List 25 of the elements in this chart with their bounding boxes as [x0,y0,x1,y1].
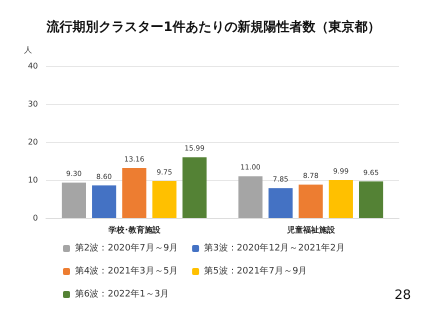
y-tick-label: 30 [28,100,38,108]
legend-label: 第5波：2021年7月～9月 [204,266,308,276]
chart-title: 流行期別クラスター1件あたりの新規陽性者数（東京都） [45,19,381,35]
bar [268,188,293,218]
legend-label: 第3波：2020年12月～2021年2月 [204,242,345,254]
y-tick-label: 0 [32,214,38,222]
legend-label: 第4波：2021年3月～5月 [75,266,178,276]
text: 28 [394,288,412,303]
bar [152,180,176,218]
y-tick-label: 40 [28,62,38,70]
bar [358,181,384,218]
bar [238,176,263,218]
legend-label: 第2波：2020年7月～9月 [75,242,178,254]
y-tick-label: 10 [28,176,38,184]
bar [182,157,207,218]
legend-label: 第6波：2022年1～3月 [75,288,170,300]
x-tick-label: 学校･教育施設 [108,224,162,234]
bar [328,180,353,218]
y-tick-label: 20 [28,138,38,146]
x-tick-label: 児童福祉施設 [286,224,336,234]
y-axis-title: 人 [24,46,32,54]
bar [92,185,116,218]
bar [122,168,146,218]
bar [298,184,323,218]
bar [62,182,86,218]
